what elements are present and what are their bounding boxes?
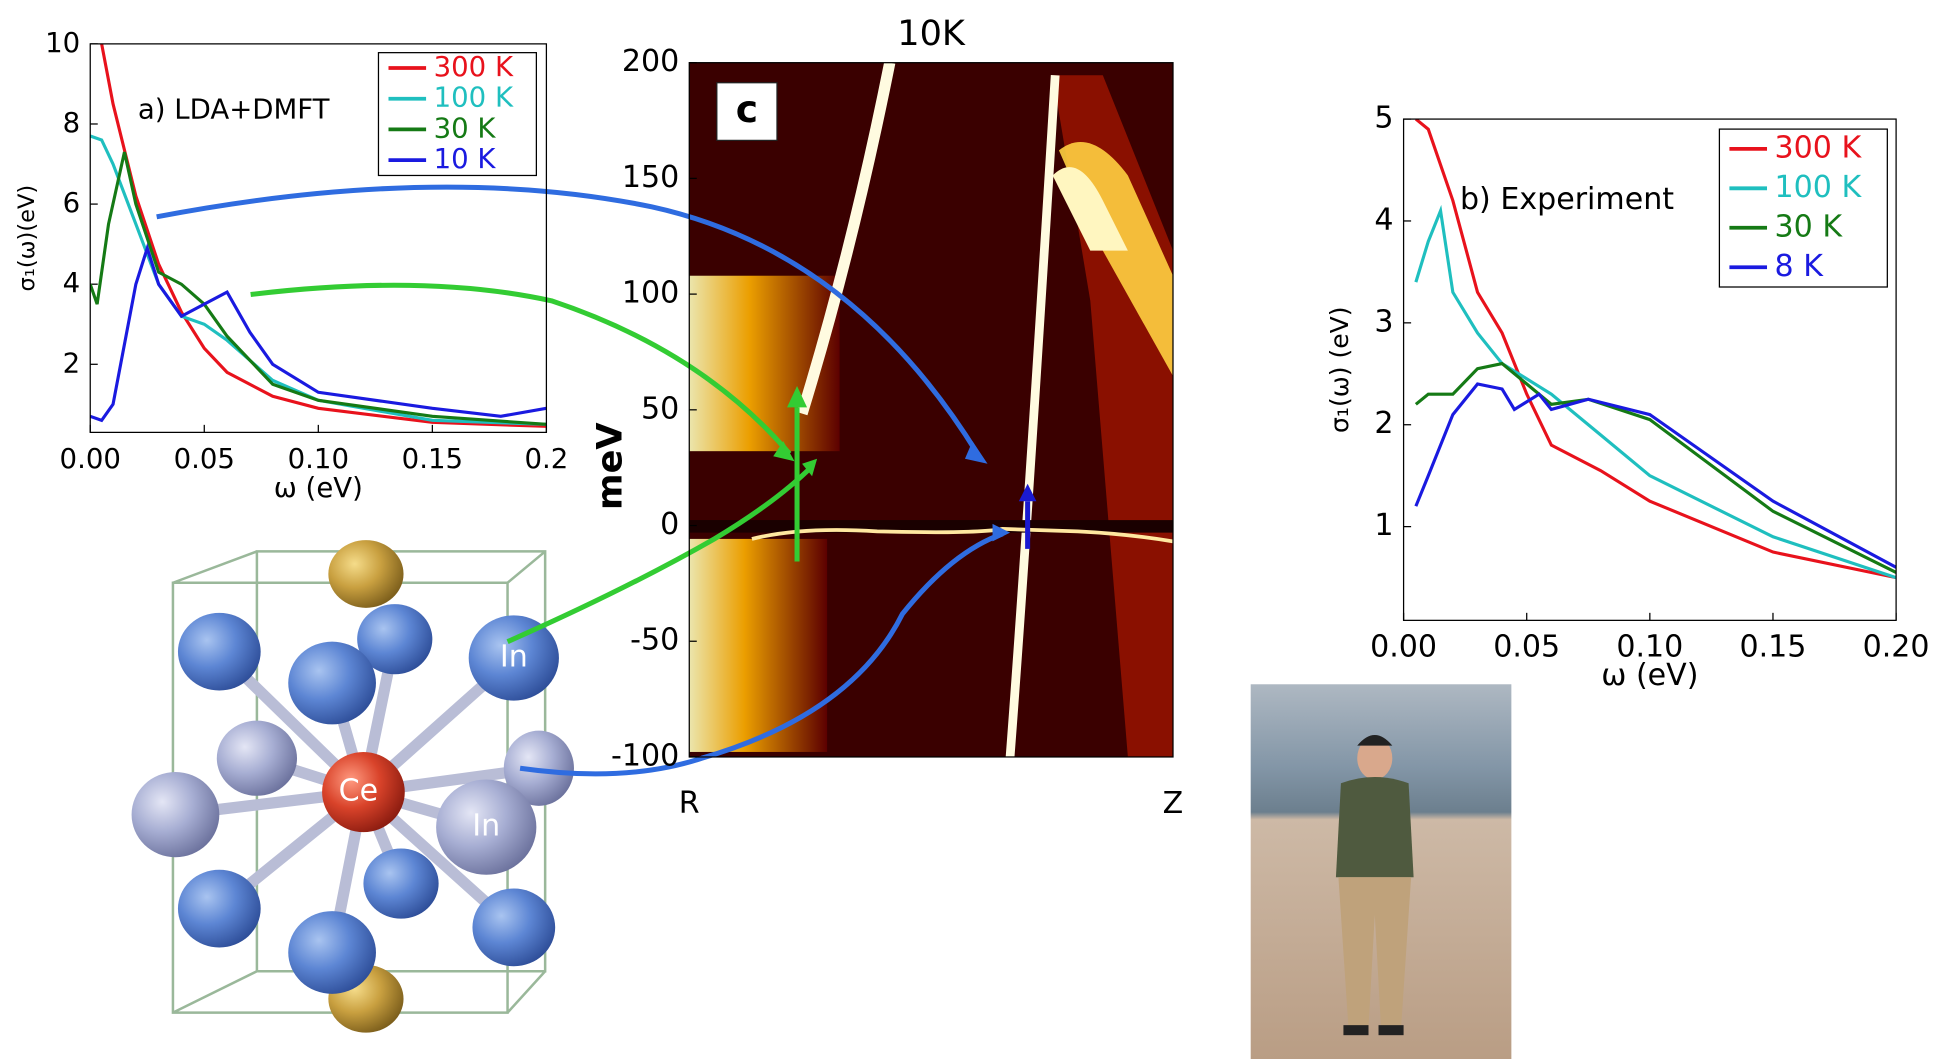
y-tick-label: 6 (63, 186, 81, 219)
y-tick-label: 2 (63, 346, 81, 379)
y-tick-label: 10 (45, 26, 80, 59)
y-tick-label: 0 (660, 507, 679, 542)
atom-label: Ce (339, 774, 378, 809)
x-tick-label: 0.00 (1370, 629, 1437, 664)
figure: In Ce In 2468100.000.050.100.150.2a) LDA… (0, 0, 1955, 1059)
atom-label: In (500, 639, 528, 674)
y-tick-label: 200 (622, 44, 679, 79)
y-axis-label: meV (590, 422, 631, 510)
x-tick-label: 0.00 (60, 442, 121, 475)
y-tick-label: 1 (1374, 508, 1393, 543)
legend-label: 30 K (434, 111, 497, 144)
x-tick-label: Z (1163, 786, 1184, 821)
y-tick-label: 4 (63, 266, 81, 299)
annotation: a) LDA+DMFT (138, 92, 330, 125)
annotation: b) Experiment (1460, 182, 1674, 217)
y-tick-label: 5 (1374, 101, 1393, 136)
x-tick-label: 0.20 (1863, 629, 1930, 664)
band-map (689, 63, 1173, 757)
chart-title: 10K (897, 13, 966, 54)
y-tick-label: -50 (630, 623, 679, 658)
y-tick-label: 3 (1374, 304, 1393, 339)
legend-label: 10 K (434, 142, 497, 175)
y-tick-label: 100 (622, 276, 679, 311)
x-tick-label: 0.05 (174, 442, 235, 475)
x-axis-label: ω (eV) (274, 471, 363, 504)
y-tick-label: 2 (1374, 406, 1393, 441)
x-axis-label: ω (eV) (1601, 658, 1698, 693)
legend-label: 300 K (1775, 130, 1863, 165)
y-tick-label: 50 (641, 391, 679, 426)
x-tick-label: 0.2 (524, 442, 568, 475)
photo (1251, 684, 1512, 1059)
series-line (1416, 384, 1896, 567)
series-line (1416, 364, 1896, 573)
legend-label: 8 K (1775, 249, 1825, 284)
atom-label: In (472, 809, 500, 844)
y-tick-label: -100 (611, 738, 679, 773)
x-tick-label: 0.15 (402, 442, 463, 475)
y-tick-label: 150 (622, 160, 679, 195)
y-axis-label: σ₁(ω)(eV) (14, 185, 40, 292)
y-tick-label: 4 (1374, 202, 1393, 237)
legend-label: 100 K (1775, 170, 1863, 205)
y-axis-label: σ₁(ω) (eV) (1325, 306, 1354, 432)
y-tick-label: 8 (63, 106, 81, 139)
x-tick-label: 0.05 (1493, 629, 1560, 664)
page: In Ce In 2468100.000.050.100.150.2a) LDA… (0, 0, 1955, 1059)
legend-label: 100 K (434, 81, 514, 114)
legend-label: 30 K (1775, 209, 1844, 244)
panel-label: c (736, 87, 758, 131)
x-tick-label: R (679, 786, 700, 821)
x-tick-label: 0.15 (1740, 629, 1807, 664)
legend-label: 300 K (434, 50, 514, 83)
